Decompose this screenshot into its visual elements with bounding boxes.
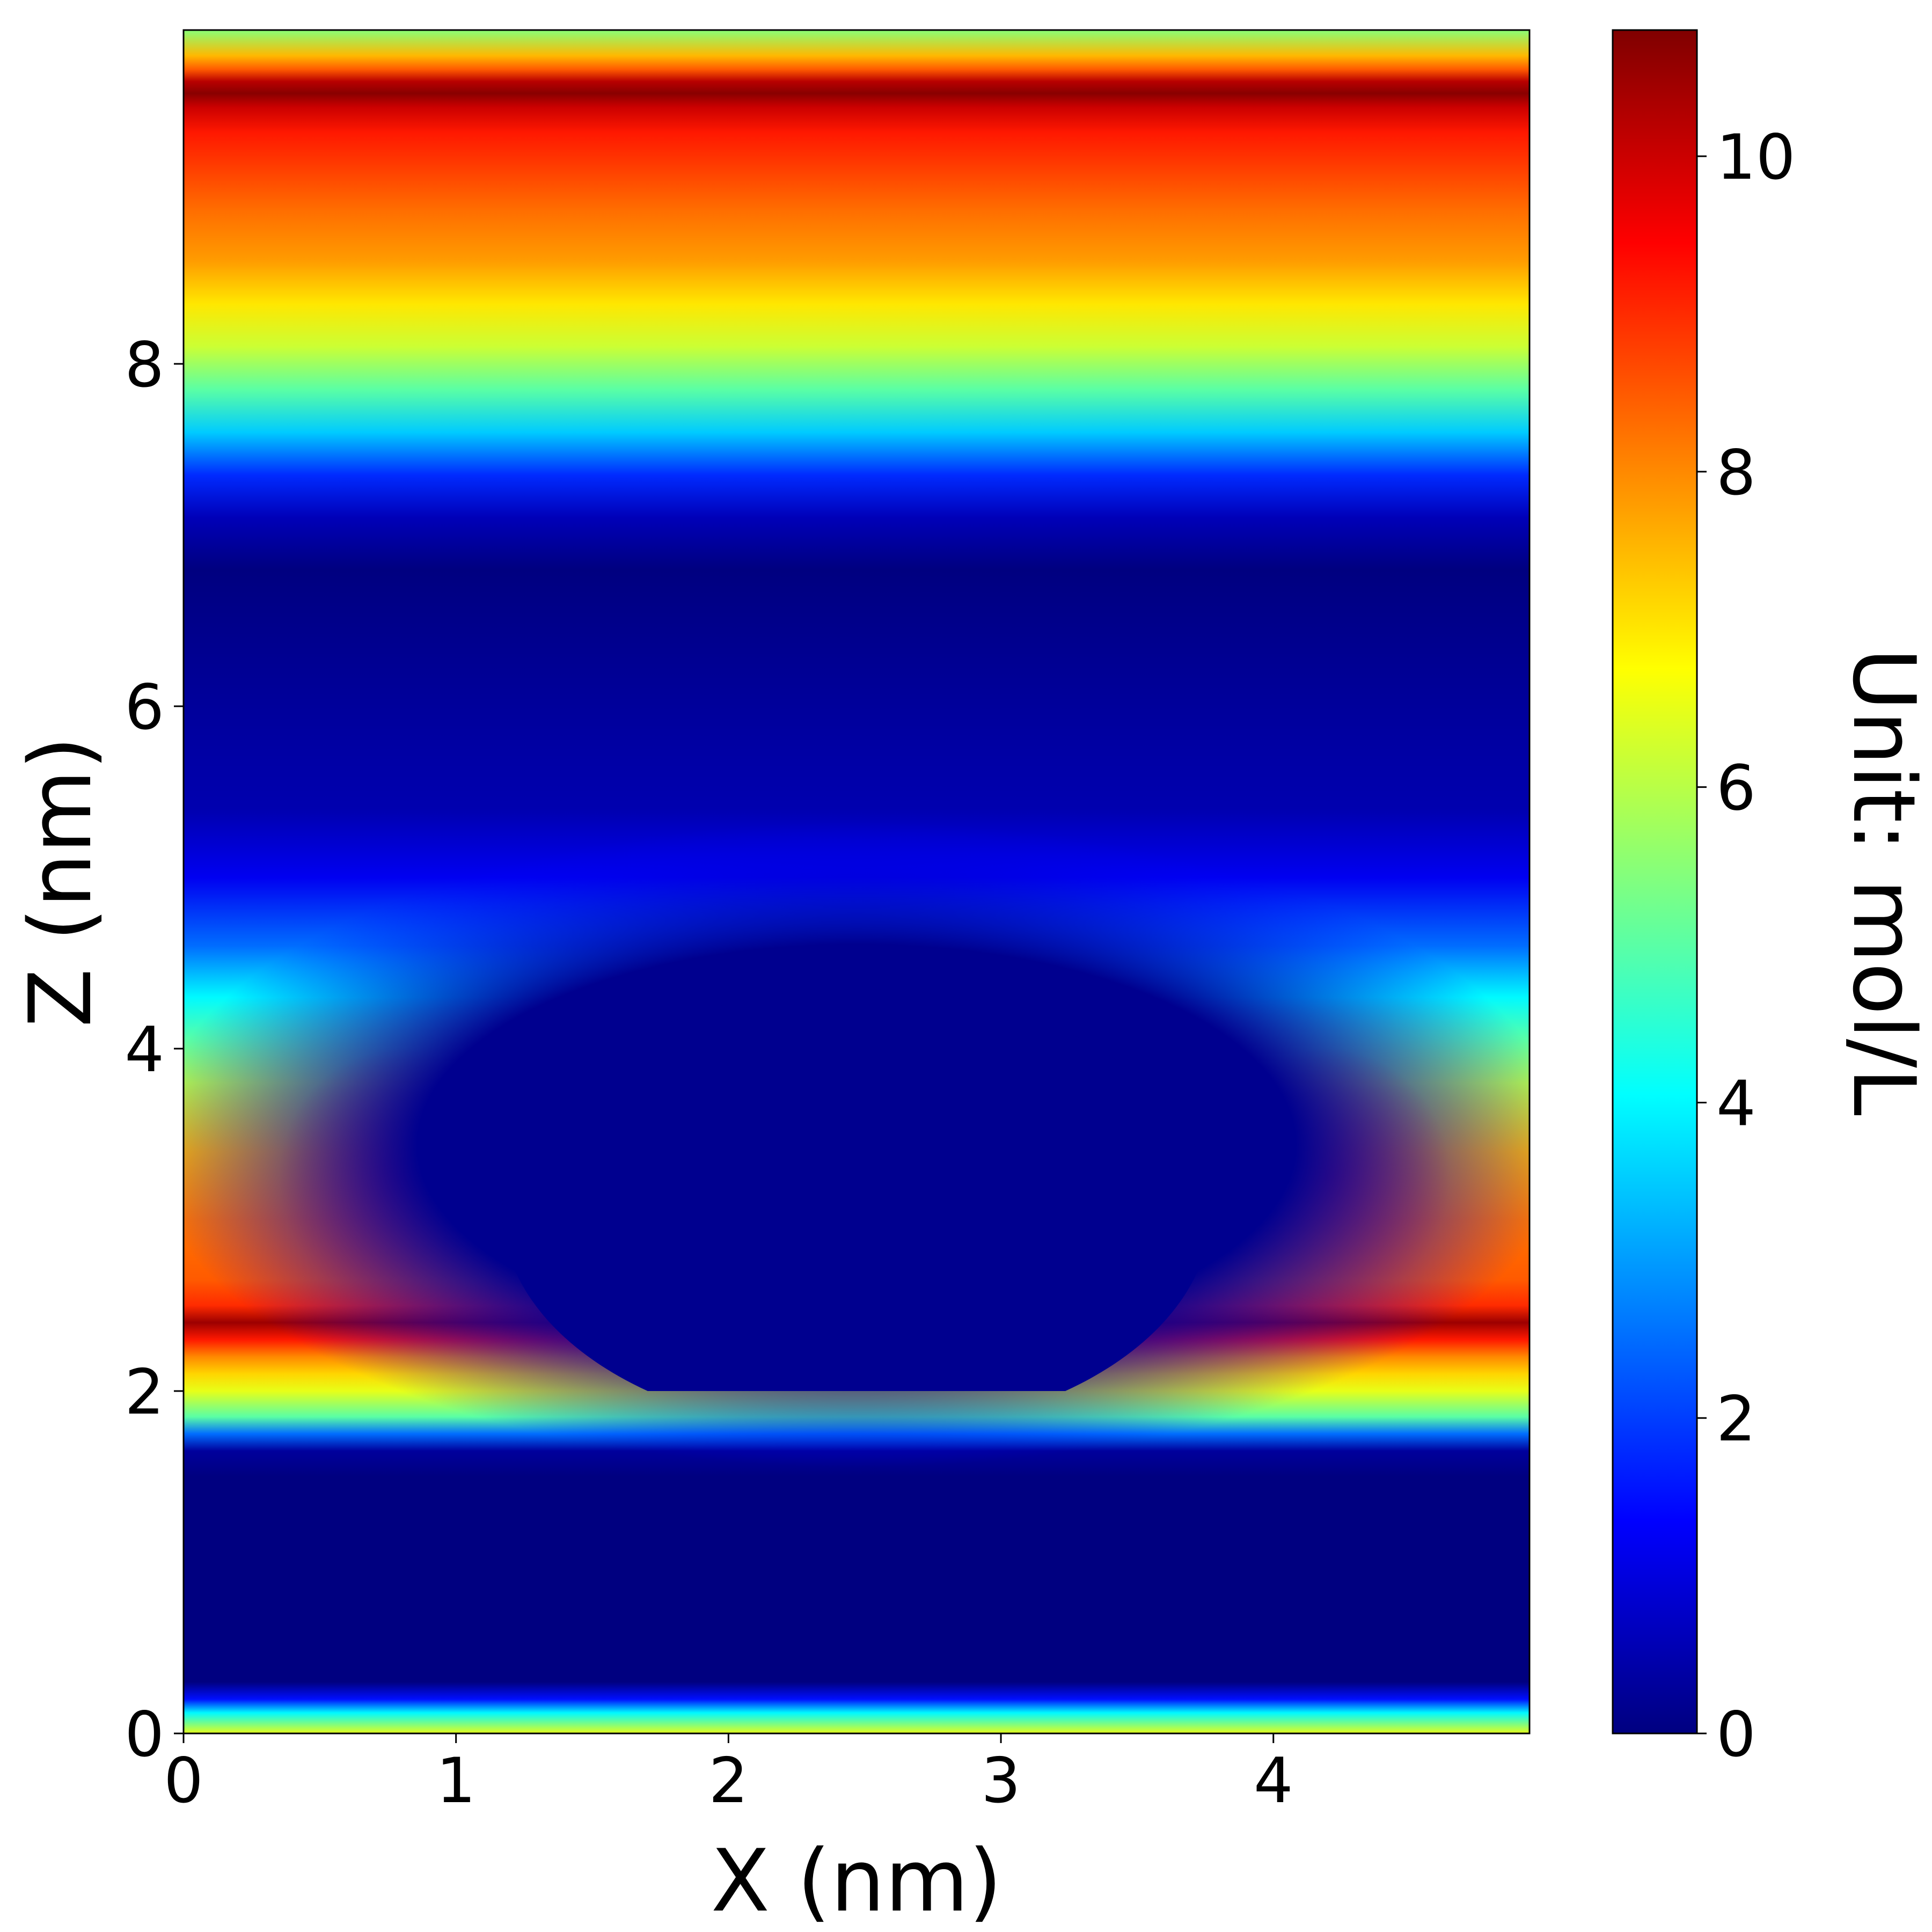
colorbar-tick-label: 8 — [1716, 437, 1756, 509]
colorbar-ticks: 0 2 4 6 8 10 — [1697, 121, 1796, 1771]
x-axis-title: X (nm) — [711, 1831, 1002, 1931]
x-axis-ticks: 0 1 2 3 4 — [164, 1733, 1293, 1817]
x-tick-label: 4 — [1254, 1745, 1293, 1817]
colorbar — [1612, 29, 1698, 1735]
y-tick-label: 2 — [125, 1356, 164, 1429]
x-tick-label: 2 — [708, 1745, 748, 1817]
y-axis-title: Z (nm) — [10, 736, 111, 1028]
y-axis-ticks: 0 2 4 6 8 — [125, 329, 184, 1771]
colorbar-tick-label: 2 — [1716, 1383, 1756, 1455]
y-tick-label: 0 — [125, 1699, 164, 1771]
plot-area — [184, 30, 1529, 1733]
colorbar-tick-label: 6 — [1716, 752, 1756, 825]
colorbar-tick-label: 10 — [1716, 121, 1796, 194]
colorbar-tick-label: 4 — [1716, 1067, 1756, 1140]
colorbar-title: Unit: mol/L — [1834, 648, 1932, 1116]
y-tick-label: 8 — [125, 329, 164, 401]
x-tick-label: 3 — [981, 1745, 1021, 1817]
colorbar-tick-label: 0 — [1716, 1699, 1756, 1771]
plot-frame — [182, 29, 1531, 1735]
y-tick-label: 6 — [125, 671, 164, 744]
y-tick-label: 4 — [125, 1014, 164, 1086]
x-tick-label: 0 — [164, 1745, 203, 1817]
x-tick-label: 1 — [436, 1745, 476, 1817]
depletion-region — [502, 989, 1211, 1392]
